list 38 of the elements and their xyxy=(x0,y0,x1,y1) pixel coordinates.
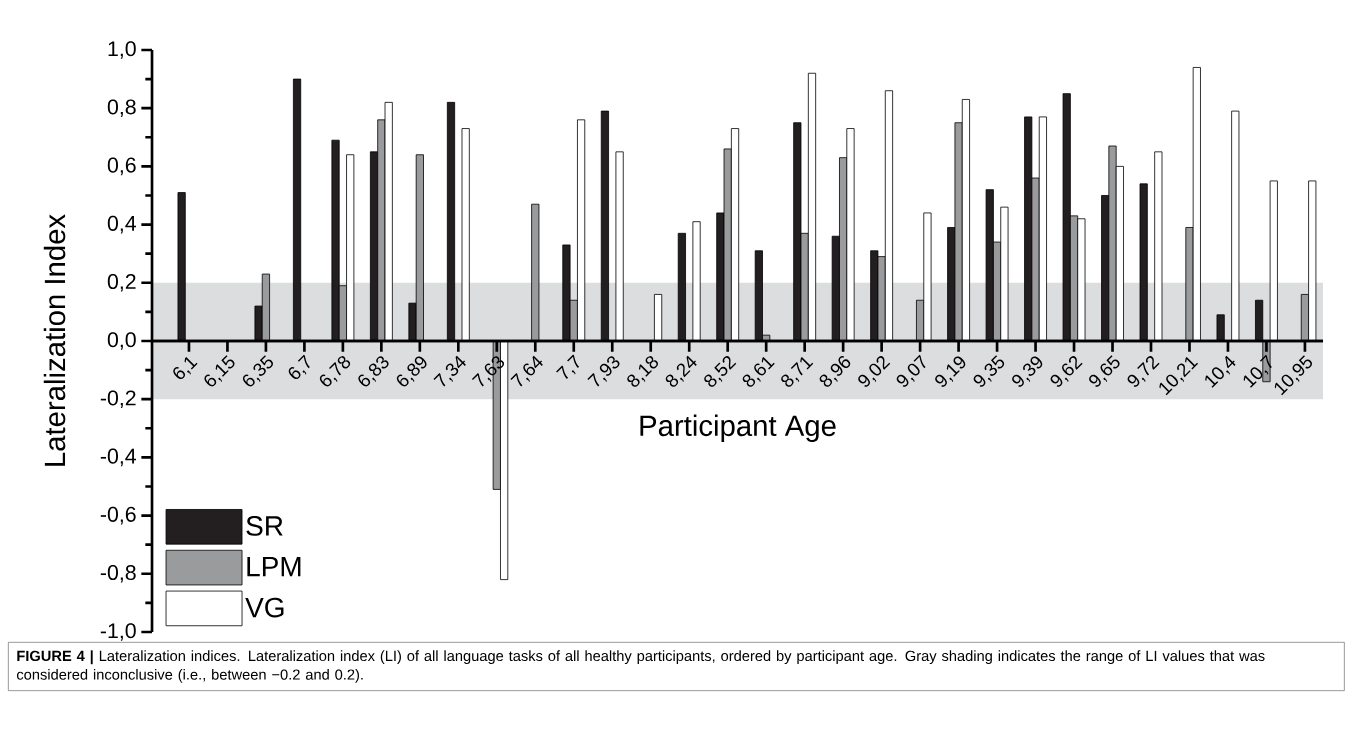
x-tick-label: 6,89 xyxy=(396,356,427,387)
legend-label: LPM xyxy=(247,556,301,577)
x-tick-label: 9,39 xyxy=(1012,356,1043,387)
x-tick-label: 7,34 xyxy=(433,355,466,387)
x-axis-title: Participant Age xyxy=(640,414,836,442)
y-tick-label: 0,6 xyxy=(107,157,136,176)
y-tick-label: -1,0 xyxy=(100,623,136,641)
y-tick-label: -0,4 xyxy=(100,448,136,467)
x-tick-label: 8,61 xyxy=(742,356,775,387)
x-tick-label: 9,02 xyxy=(858,356,891,387)
y-axis-title: Lateralization Index xyxy=(43,214,66,466)
x-tick-label: 7,93 xyxy=(587,356,620,387)
x-tick-label: 7,7 xyxy=(556,354,580,379)
x-tick-label: 8,24 xyxy=(665,355,697,387)
x-tick-label: 8,52 xyxy=(704,356,737,387)
y-tick-label: -0,2 xyxy=(100,390,136,408)
y-tick-label: 0,8 xyxy=(107,99,136,117)
x-tick-label: 9,19 xyxy=(935,356,966,387)
legend-label: SR xyxy=(246,516,283,536)
y-tick-label: 0,2 xyxy=(107,273,136,292)
x-tick-label: 6,83 xyxy=(358,356,389,387)
x-tick-label: 9,62 xyxy=(1050,356,1083,387)
y-tick-label: -0,6 xyxy=(100,506,136,525)
y-tick-label: 0,0 xyxy=(107,332,136,350)
x-tick-label: 6,7 xyxy=(288,354,310,380)
x-tick-label: 7,64 xyxy=(510,355,543,387)
legend-label: VG xyxy=(245,597,284,618)
x-tick-label: 8,96 xyxy=(819,356,851,387)
y-tick-label: -0,8 xyxy=(100,564,136,583)
text: FIGURE 4 | Lateralization indices. Lateralization index (LI) of all language tasks of all healthy participants, ordered by participant age. Gray shading indicates the range of LI values that was considered inconclusive (i.e., between −0.2 and 0.2). xyxy=(16,650,1265,683)
x-tick-label: 8,71 xyxy=(781,356,814,387)
y-tick-label: 1,0 xyxy=(108,41,136,59)
x-tick-label: 9,72 xyxy=(1127,356,1160,387)
x-tick-label: 6,78 xyxy=(319,356,351,387)
x-tick-label: 8,18 xyxy=(627,356,659,387)
y-tick-label: 0,4 xyxy=(107,215,136,234)
x-tick-label: 7,63 xyxy=(471,356,505,387)
x-tick-label: 6,1 xyxy=(173,356,198,380)
